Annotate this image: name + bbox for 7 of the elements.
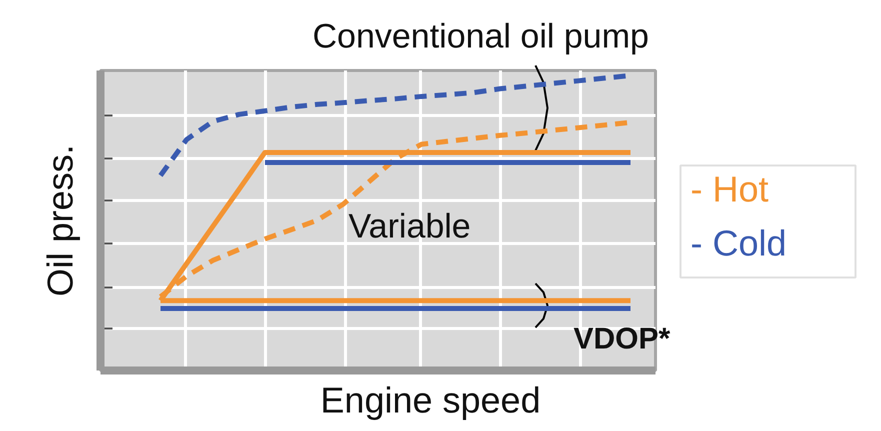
y-axis-title: Oil press. xyxy=(40,144,80,297)
text: - Cold xyxy=(690,222,787,264)
annotation: VDOP* xyxy=(574,322,671,356)
text: - Hot xyxy=(690,168,769,210)
x-axis-title: Engine speed xyxy=(320,380,541,420)
text: Conventional oil pump xyxy=(312,18,649,56)
annotation: Variable xyxy=(348,208,471,246)
